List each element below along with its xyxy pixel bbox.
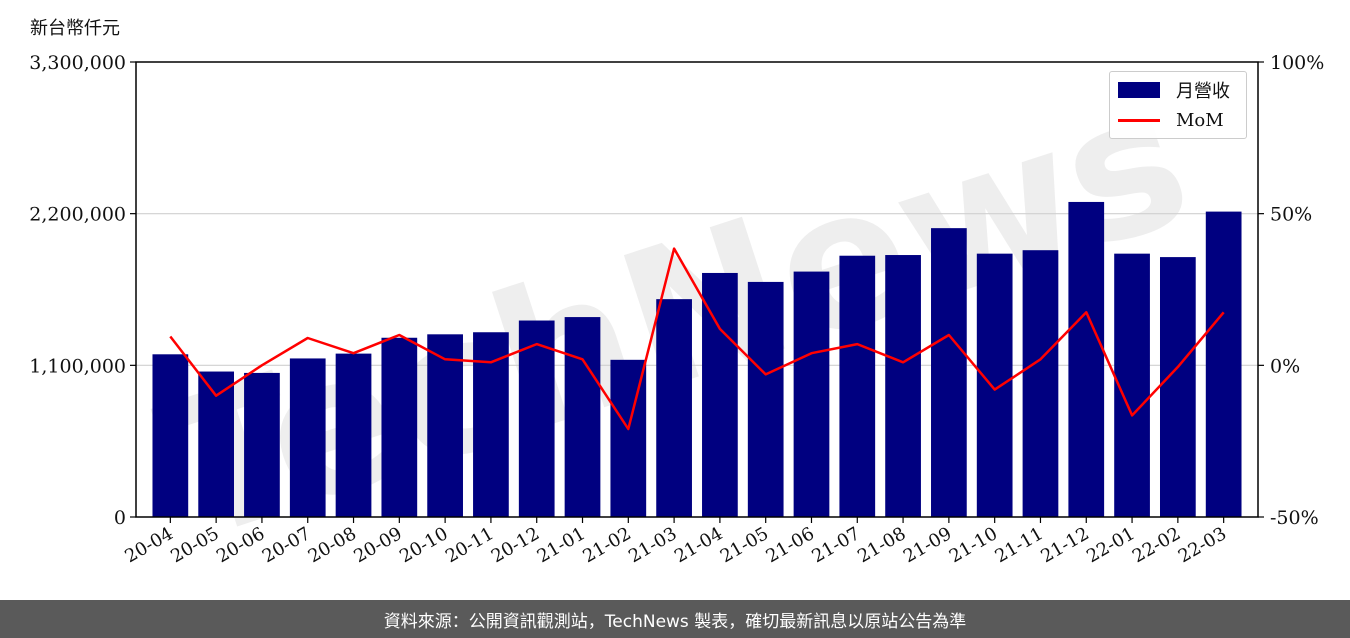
x-tick-label: 22-01 — [1083, 523, 1138, 567]
x-tick-label: 21-07 — [808, 523, 863, 567]
x-tick-label: 21-04 — [671, 523, 726, 567]
y-axis-right-ticks: -50% 0% 50% 100% — [1258, 52, 1324, 529]
x-tick-label: 21-08 — [854, 523, 909, 567]
legend-item-mom: MoM — [1118, 108, 1224, 132]
bar-20-10 — [427, 334, 463, 517]
bar-21-03 — [656, 299, 692, 517]
x-tick-label: 21-05 — [717, 523, 772, 567]
x-tick-label: 22-02 — [1129, 523, 1184, 567]
bar-20-07 — [289, 358, 326, 517]
legend-swatch-bar — [1118, 82, 1160, 98]
y-right-tick-label: 100% — [1270, 52, 1324, 74]
source-footer: 資料來源：公開資訊觀測站，TechNews 製表，確切最新訊息以原站公告為準 — [0, 600, 1350, 638]
x-tick-label: 20-11 — [442, 523, 497, 567]
bar-21-05 — [747, 281, 784, 517]
bar-20-09 — [381, 337, 418, 517]
x-tick-label: 21-10 — [946, 523, 1001, 567]
bar-20-11 — [473, 332, 509, 517]
mom-line — [169, 247, 1225, 431]
bar-21-08 — [885, 255, 921, 517]
bar-20-06 — [244, 372, 280, 517]
y-right-tick-label: -50% — [1270, 507, 1319, 529]
bar-series — [152, 201, 1242, 518]
x-tick-label: 21-03 — [625, 523, 680, 567]
y-right-tick-label: 50% — [1270, 204, 1312, 226]
plot-frame — [135, 61, 1259, 518]
x-tick-label: 20-12 — [488, 523, 543, 567]
bar-21-09 — [931, 228, 967, 518]
bar-21-10 — [976, 253, 1013, 517]
legend: 月營收 MoM — [1109, 71, 1247, 139]
bar-21-04 — [702, 272, 738, 517]
x-tick-label: 21-01 — [534, 523, 589, 567]
bar-20-05 — [198, 371, 235, 517]
x-tick-label: 21-06 — [763, 523, 818, 567]
y-left-tick-label: 1,100,000 — [29, 355, 126, 377]
mom-line-series — [169, 247, 1225, 431]
x-tick-label: 21-12 — [1037, 523, 1092, 567]
x-tick-label: 21-11 — [992, 523, 1047, 567]
x-tick-label: 20-04 — [121, 523, 176, 567]
y-axis-unit-label: 新台幣仟元 — [30, 18, 120, 39]
x-tick-label: 20-10 — [396, 523, 451, 567]
bar-21-11 — [1022, 250, 1059, 518]
legend-label-revenue: 月營收 — [1176, 81, 1230, 102]
legend-label-mom: MoM — [1176, 109, 1224, 131]
bar-21-12 — [1068, 201, 1105, 518]
y-axis-left-ticks: 0 1,100,000 2,200,000 3,300,000 — [29, 52, 136, 529]
legend-item-revenue: 月營收 — [1118, 78, 1230, 102]
bar-20-12 — [518, 320, 555, 517]
bar-22-03 — [1205, 211, 1242, 517]
y-left-tick-label: 0 — [114, 507, 126, 529]
bar-20-04 — [152, 354, 189, 517]
bar-21-01 — [564, 317, 601, 517]
y-left-tick-label: 3,300,000 — [29, 52, 126, 74]
bar-22-02 — [1159, 257, 1196, 517]
y-right-tick-label: 0% — [1270, 355, 1300, 377]
x-tick-label: 21-09 — [900, 523, 955, 567]
bar-22-01 — [1114, 253, 1150, 517]
bar-20-08 — [335, 353, 372, 517]
bar-21-06 — [793, 271, 830, 517]
legend-swatch-line — [1118, 118, 1160, 122]
x-tick-label: 21-02 — [579, 523, 634, 567]
y-left-tick-label: 2,200,000 — [29, 204, 126, 226]
bar-21-07 — [839, 255, 876, 517]
x-tick-label: 22-03 — [1175, 523, 1230, 567]
